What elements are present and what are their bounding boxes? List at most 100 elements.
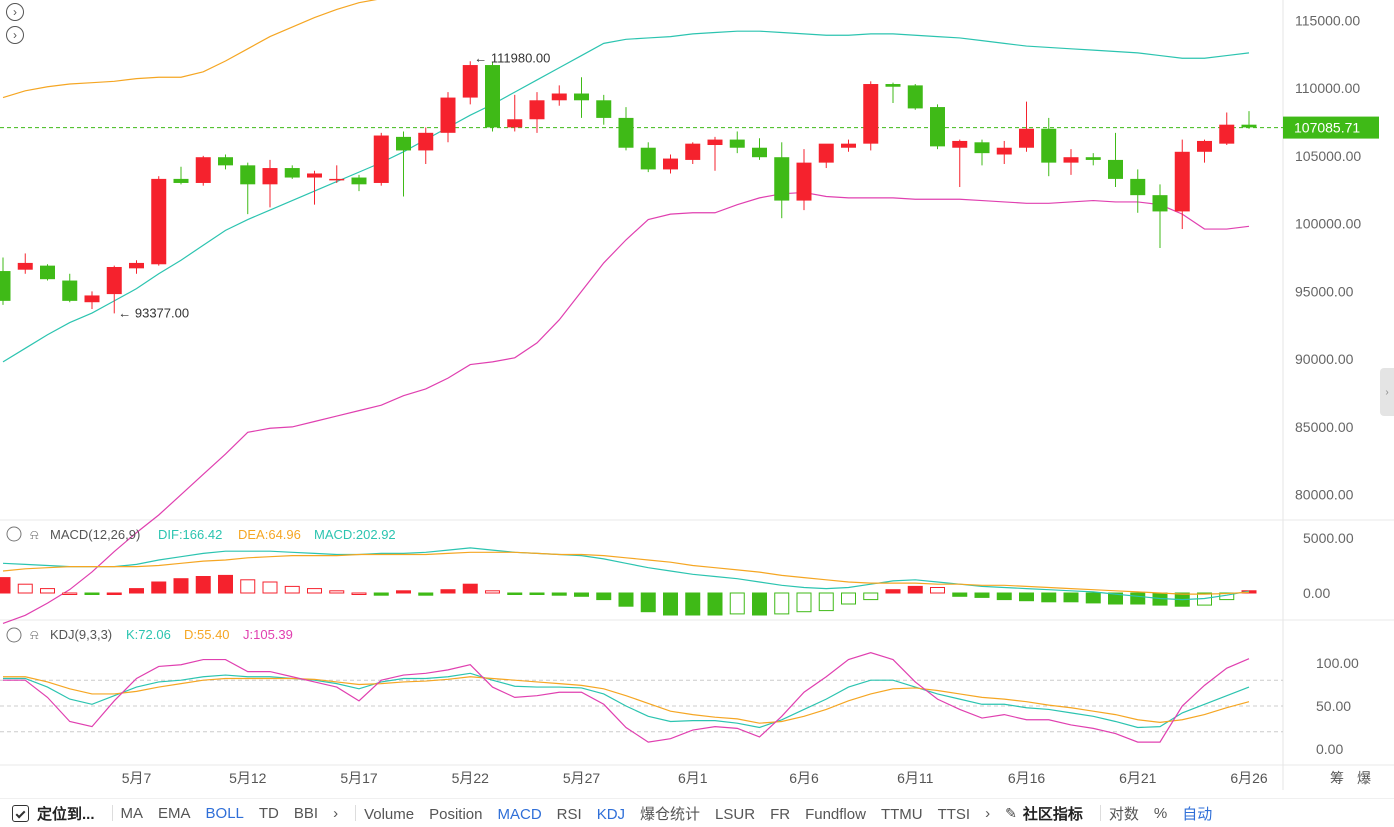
macd-histogram-bar: [307, 588, 322, 594]
candle-body: [351, 177, 367, 185]
sub-indicator-1[interactable]: Position: [429, 805, 483, 823]
candle-body: [1019, 128, 1034, 148]
macd-y-tick: 0.00: [1303, 585, 1330, 601]
macd-histogram-bar: [262, 581, 278, 594]
candle-body: [240, 165, 256, 185]
sub-indicator-5[interactable]: 爆仓统计: [640, 805, 701, 823]
x-tick-label: 6月11: [897, 770, 934, 786]
sub-indicator-4[interactable]: KDJ: [596, 805, 626, 823]
more-main-indicators-button[interactable]: ›: [333, 804, 339, 822]
right-panel-handle-icon[interactable]: ›: [1380, 368, 1394, 416]
macd-dea-value: DEA:64.96: [238, 527, 301, 542]
candle-body: [841, 143, 856, 148]
candle-body: [1197, 140, 1212, 152]
sub-indicator-0[interactable]: Volume: [364, 805, 415, 823]
macd-histogram-bar: [885, 589, 901, 594]
candle-body: [396, 136, 411, 151]
x-tick-label: 6月16: [1008, 770, 1046, 786]
indicator-bbi[interactable]: BBI: [293, 804, 319, 822]
price-annotations: ← 111980.00 ← 93377.00: [118, 50, 550, 320]
candle-body: [485, 65, 500, 128]
auto-scale-toggle[interactable]: 自动: [1182, 805, 1213, 823]
macd-value: MACD:202.92: [314, 527, 396, 542]
indicator-ema[interactable]: EMA: [158, 804, 191, 822]
sub-indicator-7[interactable]: FR: [770, 805, 791, 823]
more-sub-indicators-button[interactable]: ›: [985, 804, 991, 822]
indicator-boll[interactable]: BOLL: [205, 804, 244, 822]
y-tick-label: 100000.00: [1295, 216, 1361, 232]
x-tick-label: 5月12: [229, 770, 267, 786]
kdj-j-line: [3, 652, 1250, 743]
candle-body: [307, 173, 322, 178]
candle-body: [930, 107, 945, 147]
log-scale-toggle[interactable]: 对数: [1108, 805, 1139, 823]
kdj-d-line: [3, 676, 1250, 724]
kdj-y-tick: 100.00: [1316, 655, 1359, 671]
macd-histogram-bar: [1108, 592, 1123, 605]
y-tick-label: 90000.00: [1295, 351, 1354, 367]
sub-indicators: Volume Position MACD RSI KDJ 爆仓统计 LSUR FR Fundfl…: [364, 803, 985, 824]
macd-histogram-bar: [529, 592, 545, 595]
community-indicators-button[interactable]: 社区指标: [1022, 805, 1083, 823]
sub-indicator-9[interactable]: TTMU: [880, 805, 923, 823]
candle-body: [284, 168, 300, 178]
x-tick-label: 6月21: [1119, 770, 1157, 786]
indicator-td[interactable]: TD: [258, 804, 279, 822]
macd-histogram-bar: [663, 592, 678, 616]
locate-button[interactable]: 定位到...: [37, 805, 95, 823]
macd-histogram-bar: [907, 585, 923, 594]
candle-body: [729, 139, 745, 148]
macd-histogram-bar: [62, 592, 78, 595]
x-tick-label: 5月27: [563, 770, 601, 786]
macd-histogram-bar: [240, 579, 256, 594]
candle-body: [0, 271, 11, 301]
candle-body: [218, 157, 233, 166]
macd-histogram-bar: [685, 592, 701, 616]
macd-histogram-bar: [618, 592, 634, 607]
macd-histogram-bar: [1041, 592, 1057, 603]
macd-histogram-bar: [863, 592, 879, 601]
high-annotation: ← 111980.00: [474, 50, 550, 65]
expand-left-icon[interactable]: ›: [6, 3, 24, 21]
candle-body: [707, 139, 723, 146]
bell-icon: ⍾: [30, 627, 39, 642]
sub-indicator-2[interactable]: MACD: [497, 805, 542, 823]
sub-indicator-6[interactable]: LSUR: [715, 805, 756, 823]
macd-histogram-bar: [17, 583, 33, 594]
candle-body: [329, 178, 345, 181]
candle-body: [952, 140, 968, 148]
expand-left-icon-2[interactable]: ›: [6, 26, 24, 44]
sub-indicator-3[interactable]: RSI: [556, 805, 582, 823]
locate-icon[interactable]: [12, 804, 29, 822]
kdj-k-line: [3, 672, 1250, 729]
macd-histogram-bar: [774, 592, 790, 615]
macd-histogram-bar: [106, 592, 122, 595]
macd-histogram-bar: [0, 577, 11, 594]
macd-histogram-bar: [796, 592, 812, 613]
candle-body: [574, 93, 589, 101]
macd-histogram-bar: [151, 581, 167, 594]
candle-body: [1130, 178, 1146, 196]
y-tick-label: 95000.00: [1295, 283, 1354, 299]
macd-histogram-bar: [1130, 592, 1146, 605]
percent-scale-toggle[interactable]: %: [1153, 804, 1168, 822]
sub-indicator-8[interactable]: Fundflow: [805, 805, 866, 823]
candle-body: [685, 143, 701, 160]
candle-body: [974, 142, 990, 154]
y-tick-label: 110000.00: [1295, 80, 1360, 96]
edit-icon[interactable]: ✎: [1005, 804, 1017, 821]
sub-indicator-10[interactable]: TTSI: [937, 805, 971, 823]
y-tick-label: 85000.00: [1295, 419, 1354, 435]
x-tick-label: 5月17: [340, 770, 378, 786]
main-indicators: MA EMA BOLL TD BBI: [121, 805, 334, 822]
candle-body: [262, 168, 278, 185]
boll-upper-line: [2, 0, 378, 99]
indicator-ma[interactable]: MA: [120, 804, 144, 822]
candle-body: [1152, 195, 1168, 212]
candle-body: [40, 265, 55, 280]
macd-panel: ⍾ MACD(12,26,9) DIF:166.42 DEA:64.96 MACD:20…: [0, 526, 1354, 616]
macd-histogram-bar: [396, 590, 411, 594]
x-tick-label: 5月7: [122, 770, 152, 786]
candle-body: [796, 162, 812, 201]
